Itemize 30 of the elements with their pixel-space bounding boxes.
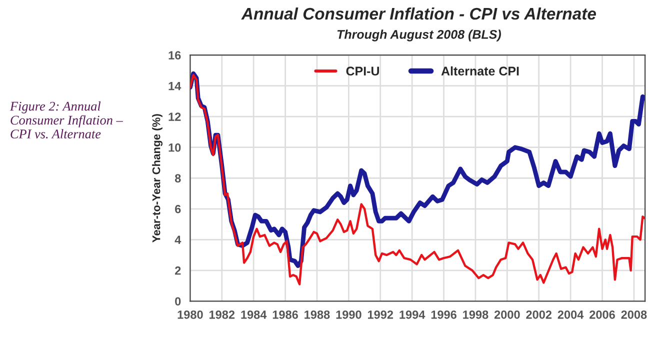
y-tick-label: 14 xyxy=(168,82,182,90)
x-tick-label: 1984 xyxy=(241,310,267,319)
y-tick-label: 0 xyxy=(175,297,181,306)
caption: Figure 2: Annual Consumer Inflation – CPI vs. Alternate xyxy=(10,101,123,138)
y-axis-title: Year-to-Year Change (%) xyxy=(152,114,162,242)
x-tick-label: 2006 xyxy=(590,310,615,319)
x-tick-label: 1980 xyxy=(178,310,203,319)
x-tick-label: 1982 xyxy=(210,310,235,319)
x-tick-label: 1992 xyxy=(368,310,394,319)
y-tick-label: 12 xyxy=(168,112,181,121)
y-tick-label: 16 xyxy=(168,51,181,60)
x-tick-label: 1996 xyxy=(431,310,456,319)
x-tick-label: 1988 xyxy=(304,310,330,319)
y-tick-label: 2 xyxy=(175,266,181,275)
x-tick-label: 1998 xyxy=(463,310,488,319)
y-tick-label: 8 xyxy=(174,174,181,183)
legend-label: CPI-U xyxy=(346,66,379,76)
y-tick-label: 6 xyxy=(175,204,181,214)
x-tick-label: 1994 xyxy=(400,310,426,319)
legend-label: Alternate CPI xyxy=(441,66,519,76)
chart-subtitle: Through August 2008 (BLS) xyxy=(337,30,501,42)
x-tick-label: 2008 xyxy=(621,310,647,319)
x-tick-label: 2004 xyxy=(558,310,584,319)
chart-title: Annual Consumer Inflation - CPI vs Alternate xyxy=(241,7,596,20)
x-tick-label: 1986 xyxy=(272,310,298,319)
x-tick-label: 2000 xyxy=(494,310,520,319)
y-tick-label: 10 xyxy=(168,143,181,152)
x-tick-label: 1990 xyxy=(336,310,362,319)
y-tick-label: 4 xyxy=(174,236,182,244)
x-tick-label: 2002 xyxy=(526,310,552,319)
